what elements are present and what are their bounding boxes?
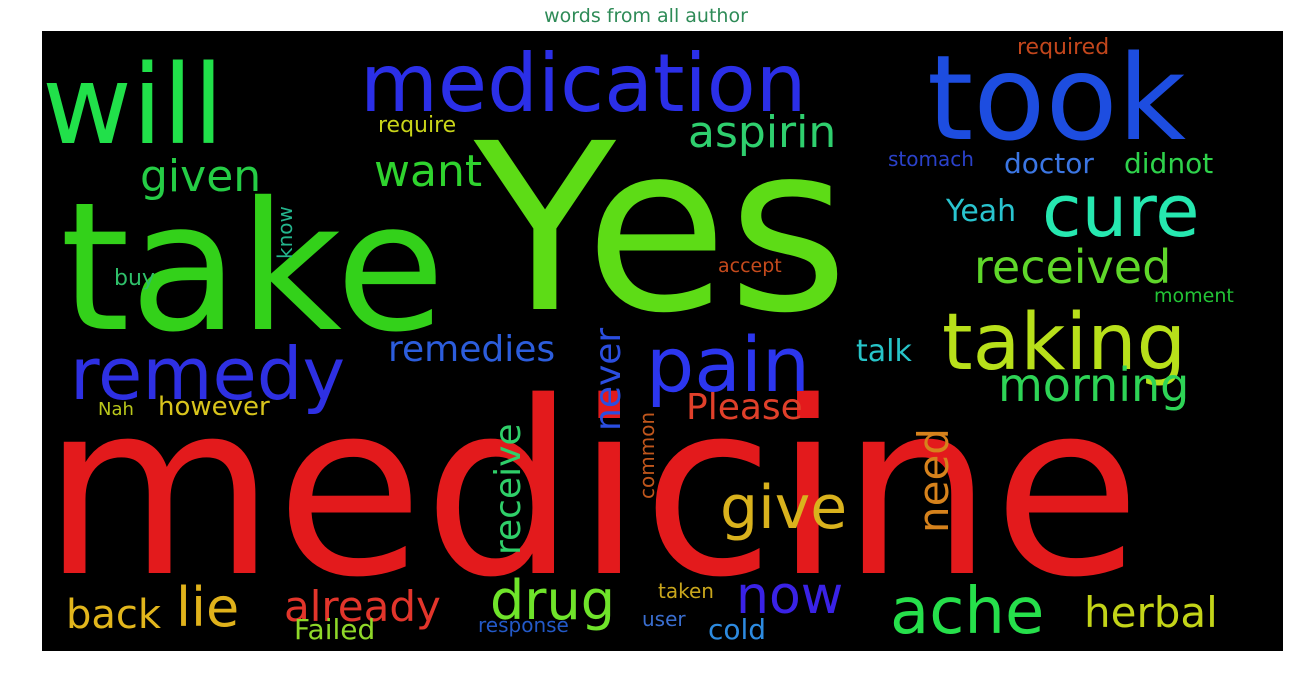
- word-yes: Yes: [473, 94, 849, 364]
- word-required: required: [1017, 35, 1109, 60]
- word-receive: receive: [488, 423, 529, 555]
- word-please: Please: [686, 387, 803, 428]
- word-doctor: doctor: [1004, 147, 1094, 180]
- word-aspirin: aspirin: [688, 107, 836, 158]
- word-will: will: [42, 41, 224, 169]
- word-moment: moment: [1154, 285, 1234, 307]
- word-response: response: [478, 613, 569, 637]
- word-cloud: medicine Yes take took will medication taking p…: [42, 31, 1283, 651]
- word-didnot: didnot: [1124, 147, 1213, 180]
- word-remedy: remedy: [70, 332, 345, 416]
- word-give: give: [720, 473, 847, 543]
- word-cloud-background: [42, 31, 1283, 651]
- word-morning: morning: [998, 358, 1189, 412]
- chart-title: words from all author: [544, 5, 748, 27]
- word-common: common: [635, 412, 659, 499]
- word-nah: Nah: [98, 399, 134, 420]
- word-buy: buy: [114, 266, 155, 291]
- word-taken: taken: [658, 579, 714, 603]
- word-yeah: Yeah: [945, 194, 1016, 229]
- word-know: know: [273, 206, 297, 259]
- word-drug: drug: [490, 569, 615, 632]
- word-cold: cold: [708, 613, 766, 646]
- word-talk: talk: [856, 334, 912, 369]
- word-taking: taking: [942, 298, 1186, 388]
- word-stomach: stomach: [888, 147, 974, 171]
- word-need: need: [909, 428, 958, 533]
- word-however: however: [158, 392, 270, 422]
- word-never: never: [588, 328, 629, 431]
- word-herbal: herbal: [1084, 588, 1218, 637]
- word-now: now: [736, 566, 843, 626]
- word-require: require: [378, 113, 456, 138]
- word-took: took: [927, 31, 1186, 167]
- word-want: want: [374, 146, 482, 197]
- word-back: back: [66, 592, 162, 638]
- word-remedies: remedies: [388, 329, 555, 370]
- word-ache: ache: [890, 575, 1044, 649]
- word-given: given: [140, 151, 261, 202]
- word-medicine: medicine: [42, 350, 1141, 630]
- word-pain: pain: [646, 320, 810, 409]
- word-medication: medication: [360, 37, 806, 130]
- word-cure: cure: [1042, 169, 1200, 253]
- word-user: user: [642, 607, 686, 631]
- word-take: take: [60, 164, 445, 371]
- word-already: already: [284, 582, 441, 631]
- word-received: received: [974, 240, 1171, 294]
- word-failed: Failed: [294, 613, 375, 646]
- word-lie: lie: [176, 576, 239, 639]
- word-accept: accept: [718, 255, 782, 277]
